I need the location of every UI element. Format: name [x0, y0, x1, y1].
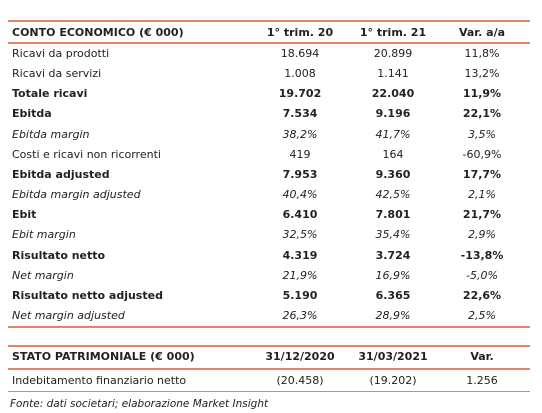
cell: 21,7%	[462, 208, 502, 222]
cell: 2,5%	[468, 308, 496, 322]
rule	[8, 368, 530, 370]
cell: 17,7%	[462, 167, 502, 181]
rule	[8, 391, 530, 392]
cell: 6.365	[375, 288, 411, 302]
cell: 16,9%	[375, 268, 411, 282]
cell: -13,8%	[460, 248, 504, 262]
row-label: Indebitamento finanziario netto	[12, 374, 187, 387]
row-label: Risultato netto	[12, 248, 106, 262]
cell: 32,5%	[282, 228, 318, 242]
cell: 22.040	[371, 87, 415, 101]
cell: -5,0%	[466, 268, 498, 282]
cell: 5.190	[282, 288, 318, 302]
cell: -60,9%	[462, 147, 502, 161]
row-label: Net margin	[12, 268, 74, 282]
footnote: Fonte: dati societari; elaborazione Mark…	[10, 398, 269, 410]
cell: 4.319	[282, 248, 318, 262]
row-label: Ricavi da prodotti	[12, 47, 110, 60]
header-cell: Var. a/a	[458, 26, 506, 39]
row-label: Risultato netto adjusted	[12, 288, 163, 302]
cell: 9.360	[375, 167, 411, 181]
cell: 3.724	[375, 248, 411, 262]
header-cell: Var.	[470, 350, 494, 363]
cell: 1.141	[377, 67, 409, 81]
row-label: Ricavi da servizi	[12, 67, 102, 81]
rule	[8, 326, 530, 328]
cell: 2,1%	[468, 188, 496, 202]
cell: 19.702	[278, 87, 322, 101]
cell: 419	[289, 147, 311, 161]
cell: (19.202)	[369, 374, 417, 387]
cell: 38,2%	[282, 127, 318, 141]
rule	[8, 20, 530, 22]
cell: (20.458)	[276, 374, 324, 387]
row-label: Costi e ricavi non ricorrenti	[12, 147, 161, 161]
cell: 7.953	[282, 167, 318, 181]
cell: 28,9%	[375, 308, 411, 322]
cell: 3,5%	[468, 127, 496, 141]
cell: 2,9%	[468, 228, 496, 242]
row-label: Ebitda margin adjusted	[12, 188, 141, 202]
cell: 11,8%	[464, 47, 500, 60]
cell: 21,9%	[282, 268, 318, 282]
cell: 35,4%	[375, 228, 411, 242]
cell: 26,3%	[282, 308, 318, 322]
cell: 11,9%	[462, 87, 502, 101]
cell: 7.534	[282, 107, 318, 121]
cell: 6.410	[282, 208, 318, 222]
row-label: Ebitda margin	[12, 127, 90, 141]
header-cell: STATO PATRIMONIALE (€ 000)	[12, 350, 195, 363]
cell: 40,4%	[282, 188, 318, 202]
rule	[8, 345, 530, 347]
cell: 7.801	[375, 208, 411, 222]
cell: 42,5%	[375, 188, 411, 202]
row-label: Totale ricavi	[12, 87, 88, 101]
cell: 20.899	[373, 47, 413, 60]
header-cell: 1° trim. 20	[266, 26, 334, 39]
row-label: Ebitda	[12, 107, 52, 121]
header-cell: CONTO ECONOMICO (€ 000)	[12, 26, 184, 39]
row-label: Ebit	[12, 208, 37, 222]
cell: 164	[382, 147, 404, 161]
cell: 1.256	[466, 374, 498, 387]
row-label: Net margin adjusted	[12, 308, 125, 322]
rule	[8, 42, 530, 44]
cell: 1.008	[284, 67, 316, 81]
header-cell: 31/12/2020	[265, 350, 335, 363]
cell: 22,1%	[462, 107, 502, 121]
cell: 18.694	[280, 47, 320, 60]
cell: 22,6%	[462, 288, 502, 302]
cell: 41,7%	[375, 127, 411, 141]
row-label: Ebit margin	[12, 228, 76, 242]
header-cell: 1° trim. 21	[359, 26, 427, 39]
cell: 13,2%	[464, 67, 500, 81]
row-label: Ebitda adjusted	[12, 167, 110, 181]
cell: 9.196	[375, 107, 411, 121]
header-cell: 31/03/2021	[358, 350, 428, 363]
